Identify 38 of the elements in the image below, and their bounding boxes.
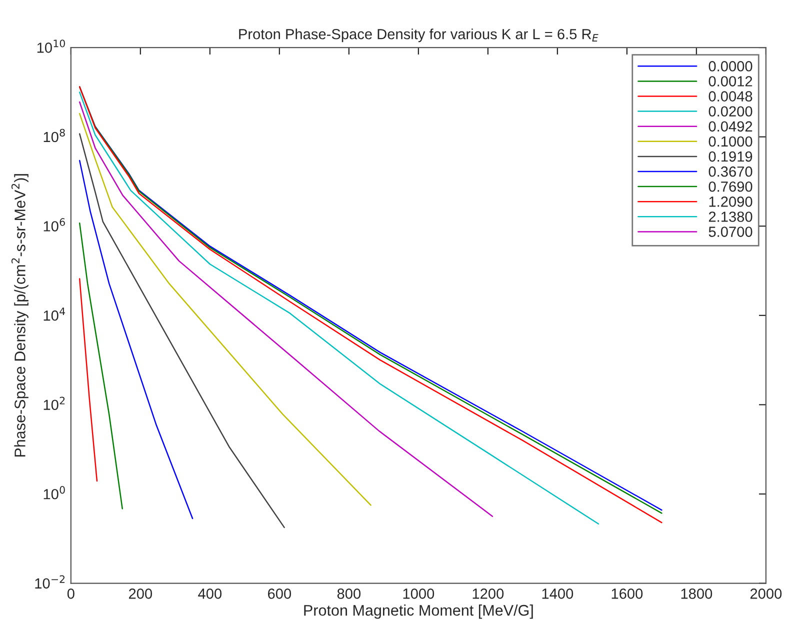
y-tick-label: 10$^{10}$: [37, 40, 65, 53]
line-series: [78, 101, 494, 517]
y-tick-label: 10$^{−2}$: [35, 575, 65, 589]
x-tick-label: 1000: [403, 588, 434, 599]
legend-label: 0.0200: [708, 106, 752, 117]
line-series: [78, 113, 372, 506]
x-tick-label: 800: [337, 588, 361, 599]
x-axis-title: Proton Magnetic Moment [MeV/G]: [304, 604, 533, 619]
legend-label: 0.7690: [708, 181, 752, 192]
legend-label: 0.0012: [708, 76, 752, 86]
x-tick-label: 600: [268, 588, 292, 599]
line-series: [78, 133, 285, 528]
y-tick-label: 10$^{0}$: [44, 486, 65, 500]
legend-label: 0.1919: [708, 151, 752, 162]
y-tick-label: 10$^{4}$: [44, 308, 66, 321]
y-tick-label: 10$^{8}$: [44, 128, 65, 142]
x-tick-label: 1200: [472, 588, 504, 599]
chart-title: Proton Phase-Space Density for various K ar L = 6.5 R$_{E}$: [239, 28, 598, 42]
x-tick-label: 200: [128, 588, 152, 599]
legend-label: 0.3670: [708, 166, 752, 177]
legend-label: 0.0048: [708, 91, 752, 102]
legend-label: 1.2090: [709, 196, 752, 207]
legend-label: 0.0492: [708, 121, 752, 132]
x-tick-label: 1600: [612, 588, 643, 599]
x-tick-label: 0: [67, 588, 74, 599]
legend-label: 2.1380: [708, 212, 752, 222]
legend-label: 5.0700: [708, 226, 752, 237]
line-series: [78, 222, 123, 510]
y-axis-title: Phase-Space Density [p/(cm$^{2}$-s-sr-MeV$^{2}$)]: [11, 174, 28, 457]
x-tick-label: 1400: [542, 588, 574, 599]
line-series: [78, 160, 194, 520]
x-tick-label: 2000: [750, 588, 782, 599]
x-tick-label: 400: [198, 588, 222, 599]
legend-label: 0.0000: [708, 61, 752, 72]
y-tick-label: 10$^{2}$: [44, 396, 65, 410]
x-tick-label: 1800: [681, 588, 712, 599]
legend-label: 0.1000: [708, 136, 752, 147]
y-tick-label: 10$^{6}$: [44, 218, 65, 232]
